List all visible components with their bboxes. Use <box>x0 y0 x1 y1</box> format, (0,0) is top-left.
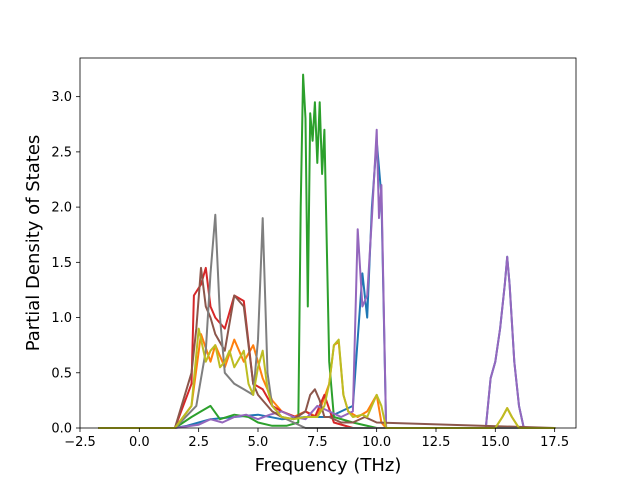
x-tick-label: 0.0 <box>129 435 150 450</box>
x-tick-label: 7.5 <box>307 435 328 450</box>
y-tick-label: 0.5 <box>51 366 72 381</box>
x-axis-ticks: −2.5 0.0 2.5 5.0 7.5 10.0 12.5 15.0 17.5 <box>64 428 569 450</box>
x-tick-label: −2.5 <box>64 435 96 450</box>
series-line-3 <box>98 73 556 429</box>
y-tick-label: 1.5 <box>51 256 72 271</box>
x-tick-label: 5.0 <box>248 435 269 450</box>
y-axis-title: Partial Density of States <box>23 135 44 352</box>
x-tick-label: 10.0 <box>362 435 391 450</box>
series-layer <box>98 73 556 429</box>
y-tick-label: 1.0 <box>51 311 72 326</box>
y-tick-label: 3.0 <box>51 90 72 105</box>
series-line-5 <box>98 128 556 429</box>
x-tick-label: 17.5 <box>540 435 569 450</box>
y-tick-label: 2.0 <box>51 201 72 216</box>
x-tick-label: 15.0 <box>481 435 510 450</box>
series-line-6 <box>98 266 556 429</box>
plot-frame <box>79 57 577 429</box>
x-axis-title: Frequency (THz) <box>255 455 402 476</box>
x-tick-label: 2.5 <box>188 435 209 450</box>
y-tick-label: 2.5 <box>51 145 72 160</box>
y-axis-ticks: 0.0 0.5 1.0 1.5 2.0 2.5 3.0 <box>51 90 80 437</box>
x-tick-label: 12.5 <box>422 435 451 450</box>
y-tick-label: 0.0 <box>51 422 72 437</box>
plot-area <box>80 58 576 428</box>
series-line-8 <box>98 327 556 429</box>
